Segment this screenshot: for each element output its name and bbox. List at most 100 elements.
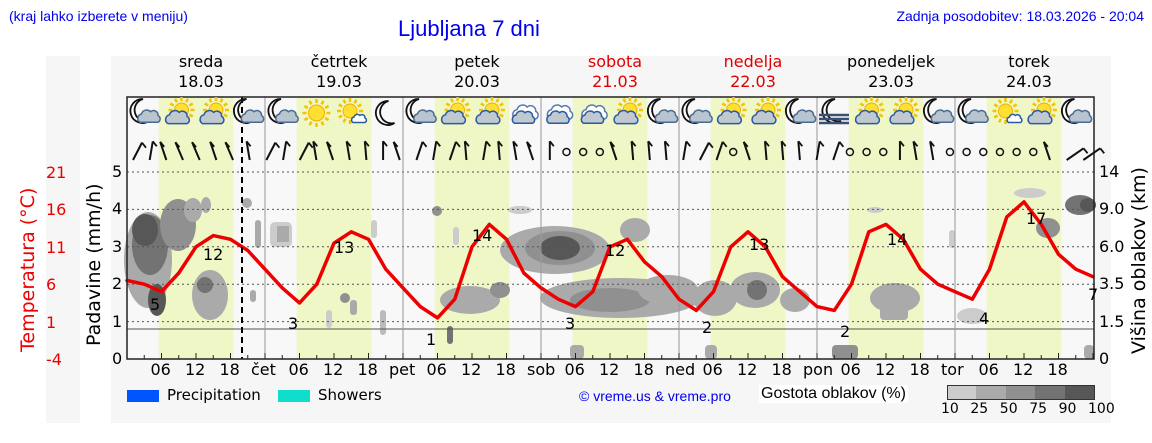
wind-barb-icon [282, 140, 291, 161]
wind-barb-icon [209, 141, 218, 161]
day-header-3: sobota 21.03 [546, 52, 684, 92]
temperature-end-label: 7 [1088, 285, 1099, 304]
x-tick-label: 12 [461, 360, 482, 379]
sun-small-cloud-icon [337, 98, 368, 124]
wind-barb-icon [715, 141, 728, 161]
weather-icons-row [129, 97, 1093, 127]
x-tick-label: 12 [599, 360, 620, 379]
x-day-label: pet [389, 360, 416, 379]
sun-cloud-icon [440, 97, 471, 125]
x-tick-label: 06 [978, 360, 999, 379]
moon-cloud-icon [957, 98, 989, 124]
precipitation-legend-label: Precipitation [167, 386, 261, 404]
temperature-min-label: 3 [565, 314, 576, 333]
moon-cloud-icon [681, 98, 713, 124]
cloud-overcast-icon [546, 104, 574, 124]
wind-barb-icon [415, 141, 428, 161]
x-tick-label: 18 [357, 360, 378, 379]
showers-legend-label: Showers [318, 386, 382, 404]
wind-barb-icon [382, 140, 388, 160]
moon-cloud-icon [232, 98, 265, 124]
grid-lines [127, 97, 1094, 359]
cloud-height-tick: 6.0 [1099, 236, 1125, 256]
wind-barb-icon [312, 140, 318, 161]
cloud-height-tick: 0 [1099, 349, 1110, 368]
wind-barb-icon [832, 141, 845, 161]
calm-wind-icon [945, 147, 955, 157]
wind-barb-icon [763, 140, 770, 161]
moon-cloud-icon [784, 98, 817, 124]
moon-fog-icon [819, 98, 849, 125]
x-tick-label: 18 [633, 360, 654, 379]
moon-cloud-icon [129, 98, 161, 124]
temperature-min-label: 3 [288, 314, 299, 333]
sun-small-cloud-icon [992, 98, 1023, 124]
wind-barbs-row [132, 140, 1105, 161]
wind-barb-icon [482, 140, 491, 161]
temperature-max-label: 12 [605, 241, 626, 260]
wind-barb-icon [265, 142, 281, 161]
day-header-4: nedelja 22.03 [684, 52, 822, 92]
wind-barb-icon [363, 140, 370, 161]
temperature-min-label: 1 [426, 330, 437, 349]
temperature-tick: 6 [46, 275, 57, 295]
x-tick-label: 18 [909, 360, 930, 379]
wind-barb-icon [526, 141, 535, 161]
wind-barb-icon [548, 140, 555, 160]
moon-cloud-icon [405, 98, 437, 124]
temperature-min-label: 4 [979, 309, 990, 328]
density-value: 25 [970, 401, 989, 417]
wind-barb-icon [497, 140, 503, 161]
wind-barb-icon [245, 140, 252, 161]
x-tick-label: 06 [426, 360, 447, 379]
copyright-link[interactable]: © vreme.us & vreme.pro [579, 388, 731, 404]
wind-barb-icon [432, 140, 441, 161]
day-date: 18.03 [178, 72, 224, 91]
day-name: sreda [178, 52, 224, 71]
density-swatch-10 [947, 385, 978, 400]
wind-barb-icon [912, 140, 919, 161]
day-name: sobota [587, 52, 643, 71]
cloud-height-axis-title: Višina oblakov (km) [1128, 167, 1150, 354]
precipitation-swatch [127, 390, 159, 402]
day-date: 21.03 [592, 72, 638, 91]
temperature-max-label: 12 [203, 245, 224, 264]
wind-barb-icon [663, 140, 670, 161]
cloud-height-tick: 9.0 [1099, 199, 1125, 219]
density-swatch-90 [1064, 385, 1095, 400]
moon-cloud-icon [646, 98, 679, 124]
sun-cloud-icon [889, 97, 919, 125]
calm-wind-icon [995, 147, 1005, 157]
cloud-height-tick: 14 [1099, 162, 1120, 181]
sun-cloud-icon [716, 97, 747, 125]
x-tick-label: 06 [702, 360, 723, 379]
moon-cloud-icon [922, 98, 955, 124]
precip-tick: 4 [112, 199, 123, 219]
cloud-height-tick: 1.5 [1099, 311, 1125, 331]
wind-barb-icon [148, 140, 158, 161]
density-swatch-50 [1005, 385, 1036, 400]
temperature-line [125, 200, 1095, 320]
density-value: 75 [1029, 401, 1048, 417]
calm-wind-icon [962, 147, 971, 157]
wind-barb-icon [647, 140, 653, 161]
region-hint-link[interactable]: (kraj lahko izberete v meniju) [9, 8, 188, 24]
temperature-tick: 16 [46, 200, 67, 220]
x-tick-label: 06 [564, 360, 585, 379]
day-name: ponedeljek [847, 52, 935, 71]
calm-wind-icon [979, 147, 988, 157]
precip-axis-title: Padavine (mm/h) [83, 183, 105, 346]
calm-wind-icon [862, 147, 871, 157]
cloud-overcast-icon [580, 104, 608, 124]
calm-wind-icon [728, 147, 738, 157]
x-tick-label: 12 [1013, 360, 1034, 379]
temperature-min-label: 2 [840, 322, 851, 341]
calm-wind-icon [845, 147, 855, 157]
day-name: četrtek [310, 52, 368, 71]
day-date: 20.03 [454, 72, 500, 91]
sun-cloud-icon [164, 97, 195, 125]
sun-cloud-icon [1027, 97, 1057, 125]
temperature-tick: -4 [46, 350, 62, 369]
sun-cloud-icon [854, 97, 885, 125]
wind-barb-icon [325, 141, 335, 161]
